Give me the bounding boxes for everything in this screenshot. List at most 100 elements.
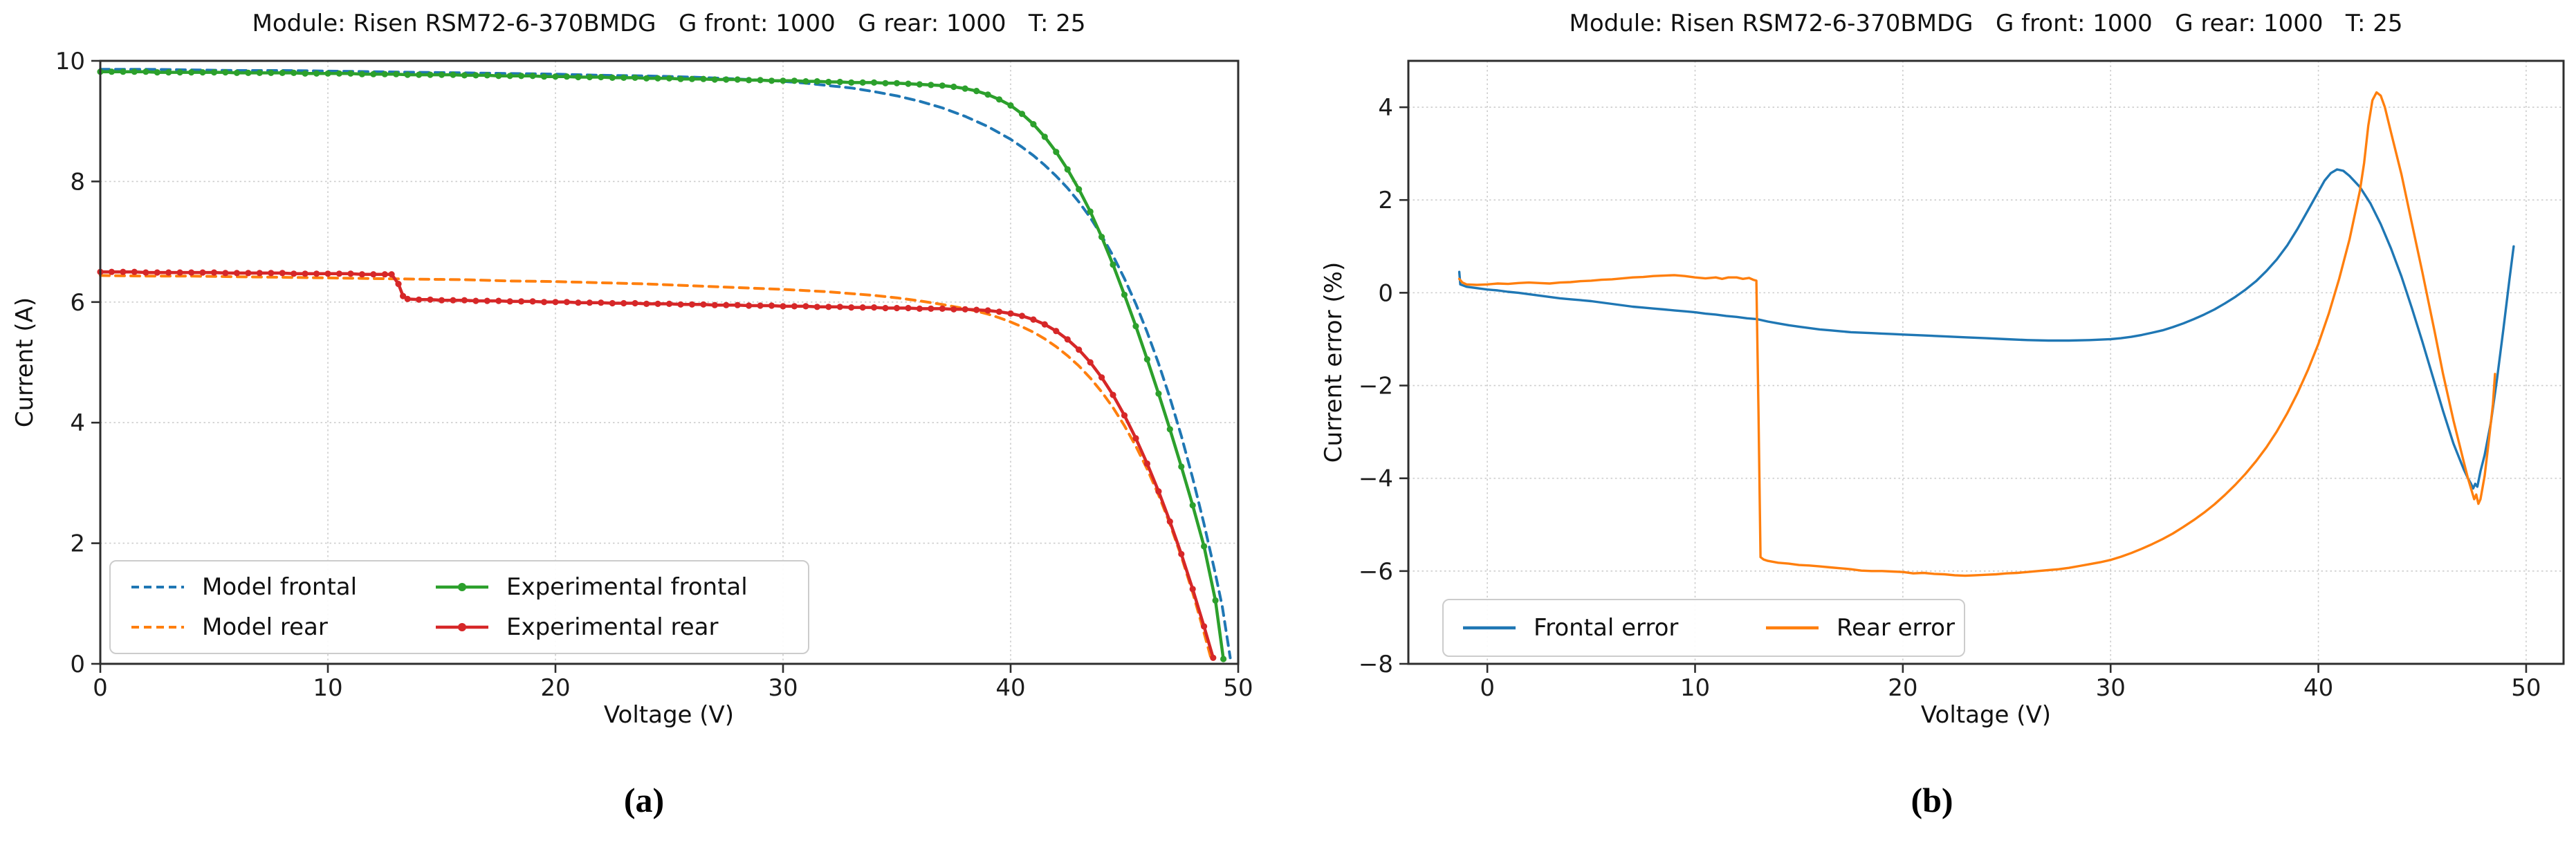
series-marker-experimental-rear <box>586 299 594 306</box>
series-marker-experimental-frontal <box>1189 502 1196 509</box>
series-marker-experimental-frontal <box>654 75 661 82</box>
series-marker-experimental-rear <box>802 303 809 310</box>
legend-label: Model frontal <box>202 573 358 602</box>
x-tick-label: 50 <box>2511 674 2541 702</box>
x-tick-label: 50 <box>1223 674 1253 702</box>
series-marker-experimental-frontal <box>495 73 502 80</box>
y-tick-label: 0 <box>1378 279 1393 307</box>
series-marker-experimental-rear <box>324 270 331 277</box>
series-marker-experimental-rear <box>347 270 354 277</box>
y-tick-label: 10 <box>55 48 85 75</box>
series-marker-experimental-rear <box>1210 654 1217 661</box>
series-marker-experimental-frontal <box>461 72 468 79</box>
series-marker-experimental-frontal <box>1220 656 1227 662</box>
series-marker-experimental-rear <box>108 268 115 275</box>
series-marker-experimental-rear <box>279 270 286 277</box>
series-marker-experimental-rear <box>654 300 661 307</box>
legend-label: Frontal error <box>1534 614 1679 642</box>
series-marker-experimental-rear <box>358 271 366 278</box>
series-marker-experimental-rear <box>370 271 377 278</box>
series-marker-experimental-frontal <box>836 78 843 86</box>
series-marker-experimental-rear <box>484 297 490 304</box>
series-marker-experimental-rear <box>1155 488 1162 495</box>
legend-item-model-rear: Model rear <box>129 613 433 641</box>
legend-label: Rear error <box>1837 614 1955 642</box>
series-marker-experimental-frontal <box>757 77 764 84</box>
series-marker-experimental-rear <box>757 302 764 309</box>
series-line-rear-error <box>1457 91 2496 577</box>
error-chart-xlabel: Voltage (V) <box>1920 701 2052 729</box>
series-marker-experimental-frontal <box>700 75 707 82</box>
series-marker-experimental-frontal <box>142 68 149 75</box>
series-marker-experimental-rear <box>472 297 479 304</box>
subfigure-caption-a: (a) <box>623 781 665 819</box>
series-line-frontal-error <box>1457 168 2515 490</box>
series-marker-experimental-frontal <box>165 69 172 76</box>
legend-label: Model rear <box>202 613 328 641</box>
y-tick-label: 8 <box>70 168 85 196</box>
series-marker-experimental-rear <box>973 306 980 313</box>
x-tick-label: 10 <box>313 674 342 702</box>
series-marker-experimental-frontal <box>575 73 582 81</box>
series-marker-experimental-frontal <box>154 69 160 76</box>
series-marker-experimental-rear <box>210 269 218 276</box>
series-marker-experimental-frontal <box>1178 463 1185 470</box>
series-marker-experimental-frontal <box>222 69 229 76</box>
series-marker-experimental-frontal <box>393 71 400 77</box>
series-marker-experimental-frontal <box>984 91 991 98</box>
series-marker-experimental-frontal <box>677 75 684 82</box>
y-tick-label: 4 <box>70 409 85 437</box>
series-marker-experimental-rear <box>1041 321 1048 328</box>
legend-item-rear-error: Rear error <box>1763 614 1964 642</box>
series-marker-experimental-rear <box>791 303 798 310</box>
series-marker-experimental-frontal <box>848 79 855 86</box>
series-marker-experimental-frontal <box>552 73 559 80</box>
model-rear-line-sample-icon <box>131 625 184 629</box>
series-marker-experimental-rear <box>388 271 395 278</box>
series-marker-experimental-rear <box>268 270 275 277</box>
series-marker-experimental-frontal <box>882 80 889 86</box>
series-marker-experimental-frontal <box>427 71 434 78</box>
series-marker-experimental-rear <box>813 304 820 310</box>
series-marker-experimental-rear <box>746 302 753 309</box>
y-tick-label: 6 <box>70 289 85 317</box>
series-marker-experimental-rear <box>1087 359 1094 366</box>
iv-chart-ylabel: Current (A) <box>11 297 39 428</box>
series-marker-experimental-frontal <box>825 78 832 86</box>
series-marker-experimental-frontal <box>1166 426 1173 433</box>
x-tick-label: 20 <box>1888 674 1917 702</box>
series-marker-experimental-rear <box>643 300 650 307</box>
series-marker-experimental-frontal <box>973 88 980 95</box>
series-marker-experimental-rear <box>495 297 502 304</box>
series-marker-experimental-rear <box>1201 623 1208 630</box>
series-marker-experimental-frontal <box>598 73 605 81</box>
legend-label: Experimental rear <box>506 613 719 641</box>
series-marker-experimental-rear <box>245 270 252 277</box>
series-marker-experimental-rear <box>256 270 263 277</box>
series-marker-experimental-rear <box>848 304 855 311</box>
series-marker-experimental-frontal <box>302 70 309 77</box>
y-tick-label: 0 <box>70 651 85 678</box>
series-marker-experimental-rear <box>1110 391 1116 398</box>
series-marker-experimental-frontal <box>1064 166 1071 173</box>
series-marker-experimental-frontal <box>1143 356 1150 363</box>
x-tick-label: 10 <box>1680 674 1710 702</box>
series-marker-experimental-rear <box>859 304 866 311</box>
series-marker-experimental-frontal <box>1155 390 1162 397</box>
series-marker-experimental-frontal <box>1098 234 1105 241</box>
series-marker-experimental-frontal <box>256 69 263 76</box>
series-line-experimental-frontal <box>98 70 1225 661</box>
series-marker-experimental-frontal <box>871 79 878 86</box>
series-marker-experimental-rear <box>438 297 445 304</box>
subfigure-caption-b: (b) <box>1911 781 1953 819</box>
series-marker-experimental-frontal <box>665 75 673 82</box>
series-marker-experimental-rear <box>291 270 297 277</box>
series-marker-experimental-rear <box>575 299 582 306</box>
series-marker-experimental-rear <box>165 269 172 276</box>
series-marker-experimental-rear <box>450 297 457 304</box>
series-marker-experimental-frontal <box>688 75 696 82</box>
series-marker-experimental-rear <box>222 270 229 277</box>
series-marker-experimental-frontal <box>188 69 195 76</box>
series-marker-experimental-rear <box>632 299 638 307</box>
legend-item-frontal-error: Frontal error <box>1460 614 1763 642</box>
